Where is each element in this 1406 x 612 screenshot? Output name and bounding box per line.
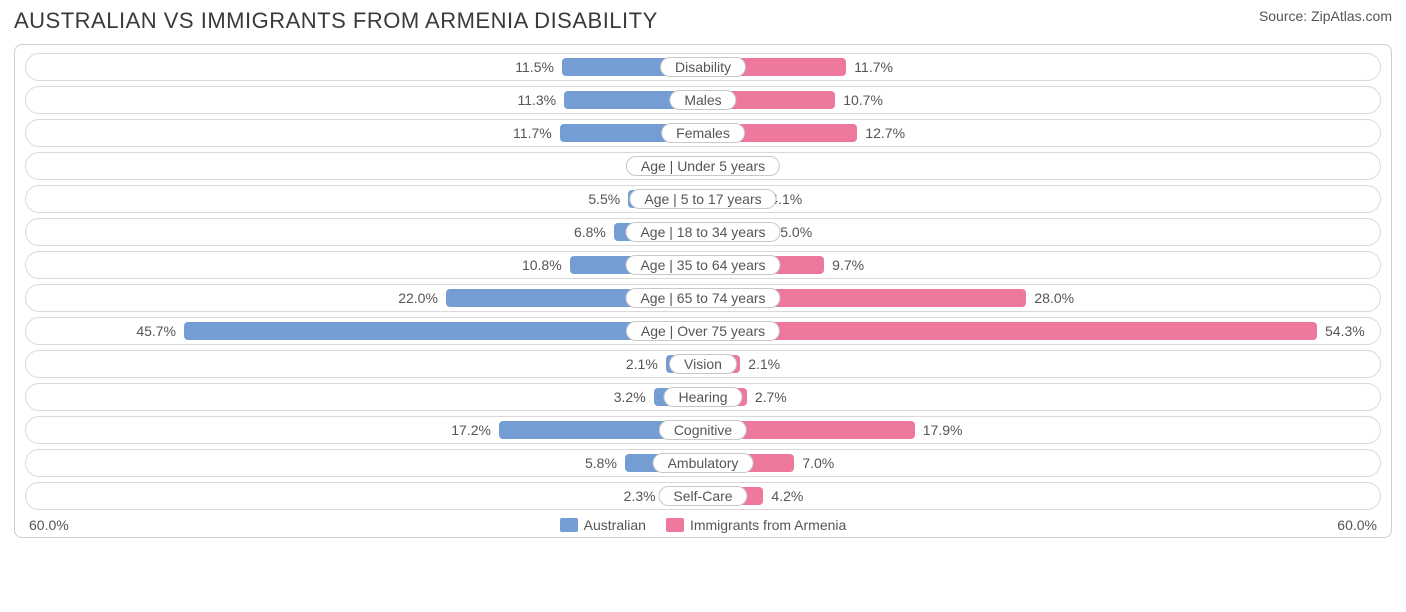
right-value: 11.7% <box>846 59 901 75</box>
right-value: 54.3% <box>1317 323 1373 339</box>
category-label: Males <box>669 90 736 110</box>
category-label: Ambulatory <box>653 453 754 473</box>
left-value: 11.5% <box>507 59 562 75</box>
legend-left-label: Australian <box>584 517 646 533</box>
axis-max-right: 60.0% <box>1337 517 1377 533</box>
chart-row: 1.4% 0.76% Age | Under 5 years <box>25 152 1381 180</box>
category-label: Age | 5 to 17 years <box>629 189 776 209</box>
legend-right: Immigrants from Armenia <box>666 517 846 533</box>
chart-row: 22.0% 28.0% Age | 65 to 74 years <box>25 284 1381 312</box>
left-value: 11.7% <box>505 125 560 141</box>
chart-row: 11.7% 12.7% Females <box>25 119 1381 147</box>
left-value: 45.7% <box>128 323 184 339</box>
chart-row: 17.2% 17.9% Cognitive <box>25 416 1381 444</box>
category-label: Self-Care <box>658 486 747 506</box>
chart-row: 6.8% 5.0% Age | 18 to 34 years <box>25 218 1381 246</box>
left-value: 2.1% <box>618 356 666 372</box>
right-value: 12.7% <box>857 125 913 141</box>
right-value: 2.7% <box>747 389 795 405</box>
chart-row: 11.3% 10.7% Males <box>25 86 1381 114</box>
category-label: Age | Under 5 years <box>626 156 780 176</box>
category-label: Vision <box>669 354 737 374</box>
legend-right-swatch <box>666 518 684 532</box>
left-value: 2.3% <box>616 488 664 504</box>
right-value: 17.9% <box>915 422 971 438</box>
source-label: Source: ZipAtlas.com <box>1259 8 1392 24</box>
chart-row: 5.5% 4.1% Age | 5 to 17 years <box>25 185 1381 213</box>
chart-row: 3.2% 2.7% Hearing <box>25 383 1381 411</box>
category-label: Age | Over 75 years <box>626 321 780 341</box>
category-label: Hearing <box>663 387 742 407</box>
legend-right-label: Immigrants from Armenia <box>690 517 846 533</box>
left-value: 6.8% <box>566 224 614 240</box>
right-value: 7.0% <box>794 455 842 471</box>
chart-title: AUSTRALIAN VS IMMIGRANTS FROM ARMENIA DI… <box>14 8 658 34</box>
category-label: Age | 35 to 64 years <box>625 255 780 275</box>
left-value: 5.8% <box>577 455 625 471</box>
right-value: 10.7% <box>835 92 891 108</box>
legend-left: Australian <box>560 517 646 533</box>
left-value: 5.5% <box>580 191 628 207</box>
right-value: 2.1% <box>740 356 788 372</box>
left-value: 11.3% <box>509 92 564 108</box>
category-label: Cognitive <box>659 420 747 440</box>
chart-row: 11.5% 11.7% Disability <box>25 53 1381 81</box>
butterfly-chart: 11.5% 11.7% Disability 11.3% 10.7% Males… <box>14 44 1392 538</box>
left-bar <box>184 322 689 340</box>
right-value: 4.2% <box>763 488 811 504</box>
right-value: 9.7% <box>824 257 872 273</box>
chart-row: 10.8% 9.7% Age | 35 to 64 years <box>25 251 1381 279</box>
axis-max-left: 60.0% <box>29 517 69 533</box>
left-value: 3.2% <box>606 389 654 405</box>
chart-footer: 60.0% Australian Immigrants from Armenia… <box>25 515 1381 533</box>
left-value: 17.2% <box>443 422 499 438</box>
category-label: Females <box>661 123 745 143</box>
chart-row: 5.8% 7.0% Ambulatory <box>25 449 1381 477</box>
header: AUSTRALIAN VS IMMIGRANTS FROM ARMENIA DI… <box>0 0 1406 44</box>
legend-left-swatch <box>560 518 578 532</box>
chart-row: 45.7% 54.3% Age | Over 75 years <box>25 317 1381 345</box>
left-value: 10.8% <box>514 257 570 273</box>
legend: Australian Immigrants from Armenia <box>560 517 847 533</box>
category-label: Disability <box>660 57 746 77</box>
category-label: Age | 18 to 34 years <box>625 222 780 242</box>
right-value: 28.0% <box>1026 290 1082 306</box>
left-value: 22.0% <box>390 290 446 306</box>
chart-row: 2.3% 4.2% Self-Care <box>25 482 1381 510</box>
chart-row: 2.1% 2.1% Vision <box>25 350 1381 378</box>
category-label: Age | 65 to 74 years <box>625 288 780 308</box>
right-bar <box>717 322 1317 340</box>
